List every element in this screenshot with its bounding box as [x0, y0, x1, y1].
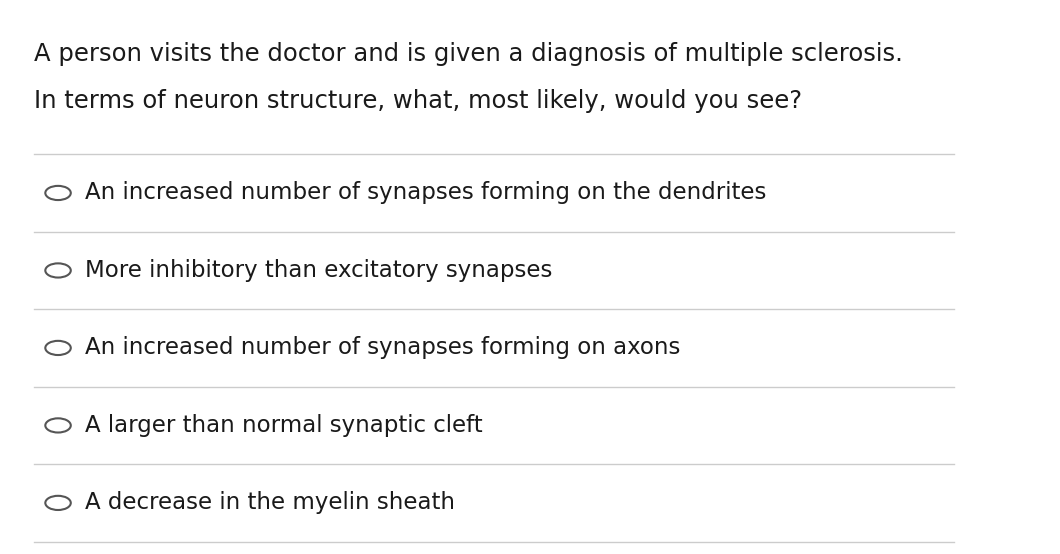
Text: A decrease in the myelin sheath: A decrease in the myelin sheath [86, 491, 456, 515]
Text: An increased number of synapses forming on axons: An increased number of synapses forming … [86, 336, 681, 360]
Text: In terms of neuron structure, what, most likely, would you see?: In terms of neuron structure, what, most… [34, 89, 801, 113]
Text: More inhibitory than excitatory synapses: More inhibitory than excitatory synapses [86, 259, 553, 282]
Text: A larger than normal synaptic cleft: A larger than normal synaptic cleft [86, 414, 483, 437]
Text: An increased number of synapses forming on the dendrites: An increased number of synapses forming … [86, 182, 766, 204]
Text: A person visits the doctor and is given a diagnosis of multiple sclerosis.: A person visits the doctor and is given … [34, 42, 902, 66]
